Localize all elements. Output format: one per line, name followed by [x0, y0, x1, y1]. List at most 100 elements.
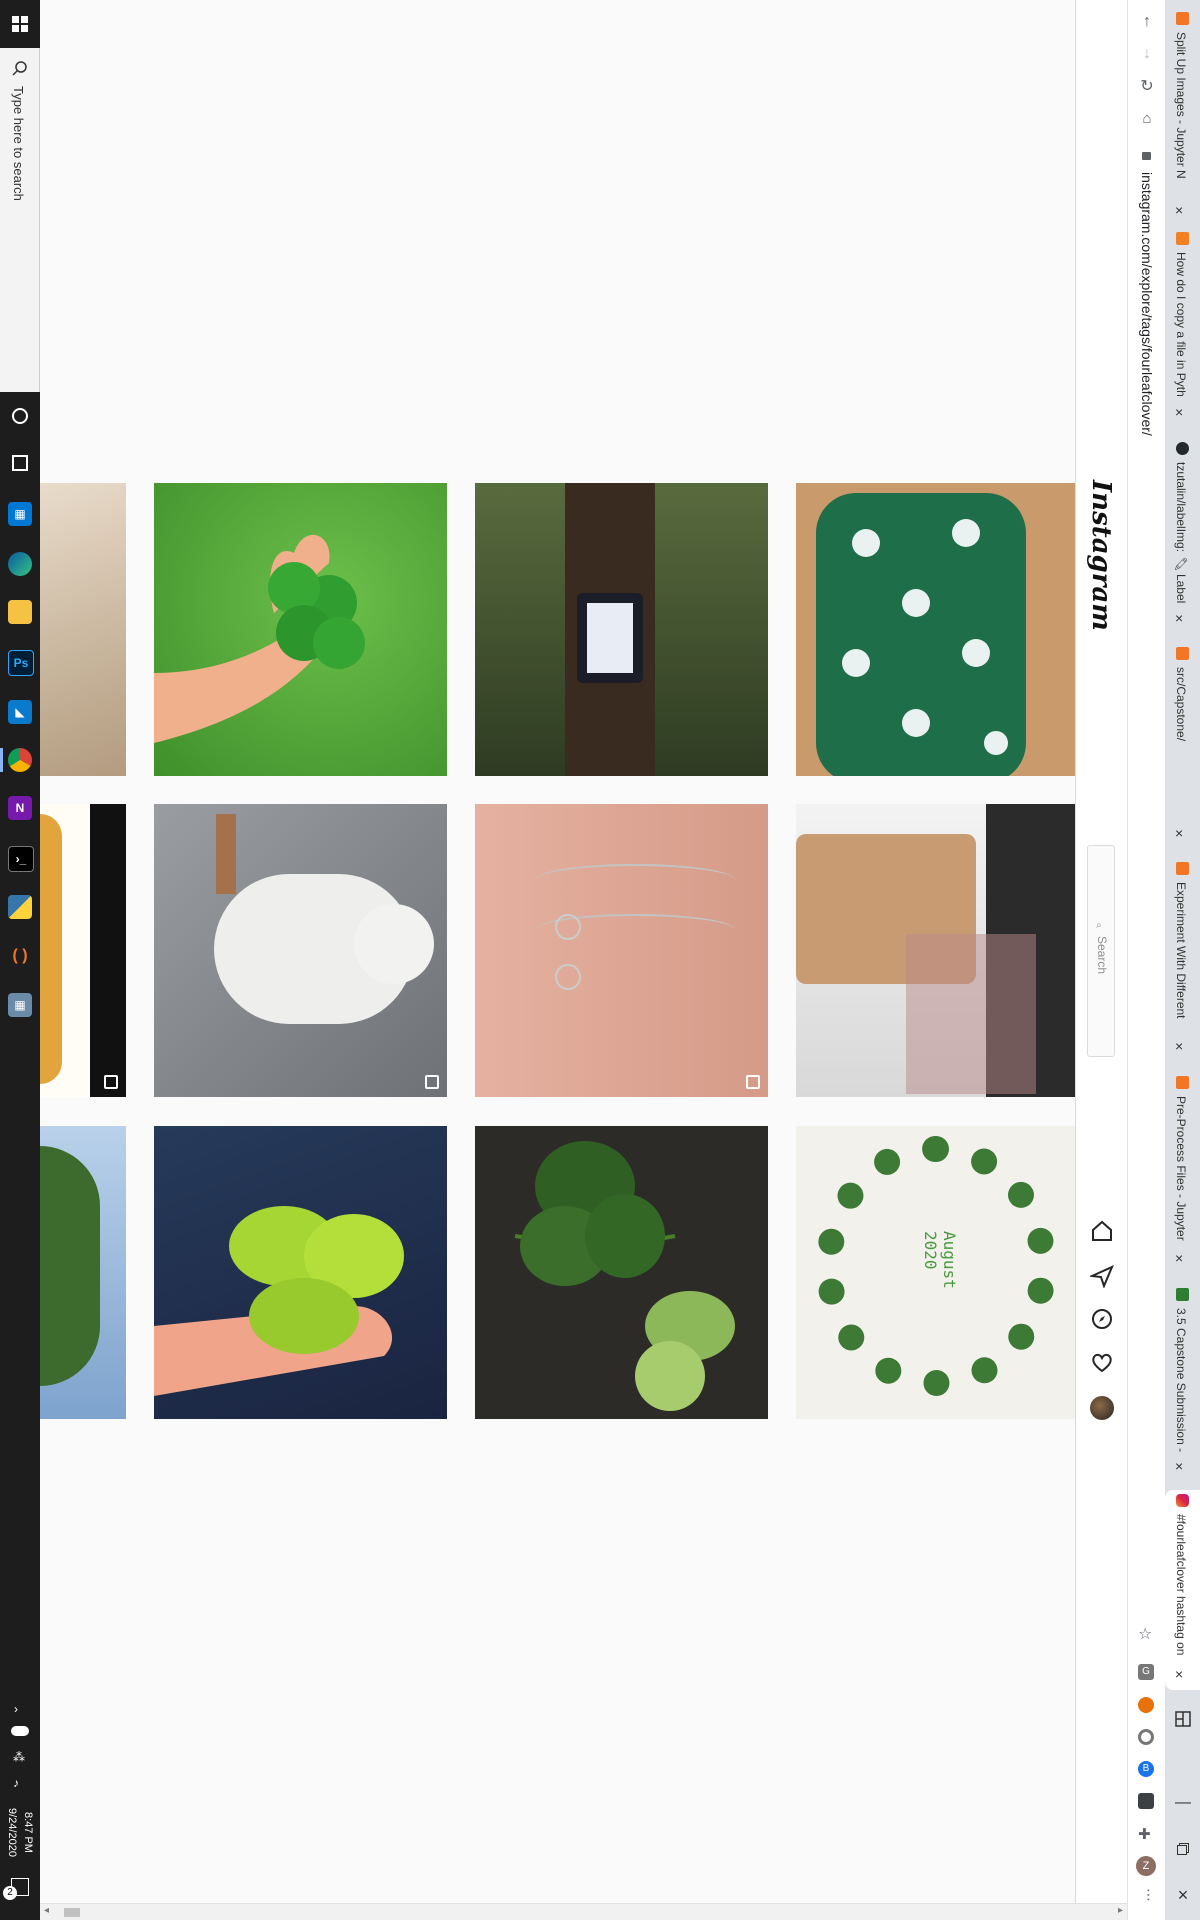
post-tile[interactable] [40, 1126, 126, 1419]
post-tile[interactable] [154, 1126, 447, 1419]
address-bar-url[interactable]: instagram.com/explore/tags/fourleafclove… [1139, 172, 1155, 436]
tab-label: 3.5 Capstone Submission - [1174, 1308, 1188, 1453]
extension-icon-grammarly[interactable]: G [1138, 1664, 1154, 1680]
tab-active[interactable]: #fourleafclover hashtag on × [1165, 1490, 1200, 1690]
jupyter-favicon-icon [1176, 1076, 1189, 1089]
task-view-icon[interactable] [12, 455, 28, 471]
tab[interactable]: Pre-Process Files - Jupyter × [1165, 1072, 1200, 1272]
profile-avatar[interactable] [1090, 1396, 1114, 1420]
post-tile[interactable] [796, 804, 1075, 1097]
post-tile[interactable] [475, 1126, 768, 1419]
minimize-button[interactable]: — [1175, 1794, 1191, 1811]
volume-icon[interactable]: ♪ [13, 1776, 19, 1790]
instagram-search-box[interactable]: ⌕ Search [1087, 845, 1115, 1057]
extension-icon-blue[interactable]: B [1138, 1761, 1154, 1777]
scrollbar-thumb[interactable] [64, 1908, 80, 1917]
onenote-icon[interactable]: N [8, 796, 32, 820]
photoshop-icon[interactable]: Ps [8, 650, 34, 676]
tab-close-icon[interactable]: × [1175, 610, 1184, 626]
arrow-down-icon: ↓ [1143, 45, 1151, 62]
restore-button[interactable] [1170, 1836, 1196, 1862]
tab[interactable]: src/Capstone/ × [1165, 643, 1200, 843]
file-explorer-icon[interactable] [8, 600, 32, 624]
start-button[interactable] [6, 10, 34, 38]
explore-icon[interactable] [1090, 1307, 1114, 1331]
multiple-photos-icon [425, 1075, 439, 1089]
reload-icon: ↻ [1140, 78, 1154, 95]
calculator-icon[interactable]: ▦ [8, 993, 32, 1017]
python-icon[interactable] [8, 895, 32, 919]
onedrive-icon[interactable] [11, 1726, 29, 1736]
tab[interactable]: Experiment With Different × [1165, 858, 1200, 1058]
vscode-icon[interactable]: ◣ [8, 700, 32, 724]
post-tile[interactable] [40, 483, 126, 776]
post-tile[interactable]: August 2020 [796, 1126, 1075, 1419]
terminal-icon[interactable]: ›_ [8, 846, 34, 872]
windows-icon [12, 16, 28, 32]
tab[interactable]: tzutalin/labelImg: 🖍 Label × [1165, 438, 1200, 628]
bookmark-star-icon[interactable]: ☆ [1138, 1626, 1153, 1643]
tab-close-icon[interactable]: × [1175, 1250, 1184, 1266]
tab[interactable]: Split Up Images - Jupyter N × [1165, 8, 1200, 218]
instagram-search-placeholder: Search [1095, 936, 1109, 975]
tab-label: tzutalin/labelImg: 🖍 Label [1174, 462, 1188, 604]
clock-time[interactable]: 8:47 PM [22, 1812, 34, 1853]
arrow-up-icon: ↑ [1143, 13, 1151, 30]
reload-button[interactable]: ↻ [1135, 74, 1159, 98]
instagram-explore-page: August 2020 [40, 0, 1075, 1920]
instagram-header: Instagram ⌕ Search [1075, 0, 1127, 1920]
cortana-icon[interactable] [12, 408, 28, 424]
search-icon [12, 61, 27, 76]
tab[interactable]: 3.5 Capstone Submission - × [1165, 1284, 1200, 1480]
notification-count-badge: 2 [3, 1886, 17, 1900]
taskbar-search-box[interactable]: Type here to search [0, 48, 40, 392]
extension-icon-circle[interactable] [1138, 1729, 1154, 1745]
forward-button[interactable]: ↓ [1135, 42, 1159, 66]
store-icon[interactable]: ▦ [8, 502, 32, 526]
edge-icon[interactable] [8, 552, 32, 576]
tab-close-icon[interactable]: × [1175, 1458, 1184, 1474]
post-caption-text: August 2020 [921, 1231, 959, 1289]
tab-close-icon[interactable]: × [1175, 1038, 1184, 1054]
tab-label: Experiment With Different [1174, 882, 1188, 1019]
tab-close-icon[interactable]: × [1175, 202, 1184, 218]
clock-date[interactable]: 9/24/2020 [6, 1808, 18, 1857]
restore-icon [1177, 1843, 1189, 1855]
capstone-favicon-icon [1176, 1288, 1189, 1301]
tab[interactable]: How do I copy a file in Pyth × [1165, 228, 1200, 420]
scroll-right-arrow-icon[interactable]: ▸ [1117, 1905, 1123, 1916]
horizontal-scrollbar[interactable]: ◂ ▸ [40, 1903, 1127, 1920]
activity-icon[interactable] [1090, 1350, 1114, 1374]
instagram-favicon-icon [1176, 1494, 1189, 1507]
tab-close-icon[interactable]: × [1175, 1666, 1184, 1682]
browser-toolbar: ↑ ↓ ↻ ⌂ instagram.com/explore/tags/fourl… [1127, 0, 1165, 1920]
direct-icon[interactable] [1090, 1264, 1114, 1288]
extension-icon-dark[interactable] [1138, 1793, 1154, 1809]
extension-icon-orange[interactable] [1138, 1697, 1154, 1713]
jupyter-icon[interactable]: ( ) [12, 947, 28, 964]
post-tile[interactable] [796, 483, 1075, 776]
tab-close-icon[interactable]: × [1175, 825, 1184, 841]
home-button[interactable]: ⌂ [1135, 106, 1159, 130]
post-tile[interactable] [475, 483, 768, 776]
post-tile[interactable] [154, 804, 447, 1097]
post-tile[interactable] [475, 804, 768, 1097]
show-hidden-icons-chevron[interactable]: › [14, 1702, 18, 1716]
tab-close-icon[interactable]: × [1175, 404, 1184, 420]
instagram-logo[interactable]: Instagram [1086, 480, 1116, 631]
search-icon: ⌕ [1096, 920, 1102, 931]
extensions-puzzle-icon[interactable]: ✚ [1138, 1826, 1151, 1843]
new-window-layout-button[interactable] [1170, 1706, 1196, 1732]
home-icon[interactable] [1090, 1219, 1114, 1243]
tab-label: Split Up Images - Jupyter N [1174, 32, 1188, 179]
close-window-button[interactable]: × [1177, 1884, 1189, 1905]
back-button[interactable]: ↑ [1135, 10, 1159, 34]
post-tile[interactable] [154, 483, 447, 776]
taskbar-search-placeholder: Type here to search [11, 86, 26, 201]
scroll-left-arrow-icon[interactable]: ◂ [44, 1905, 50, 1916]
profile-button[interactable]: Z [1136, 1856, 1156, 1876]
menu-kebab-icon[interactable]: ⋯ [1141, 1888, 1157, 1902]
chrome-icon[interactable] [0, 748, 32, 772]
network-icon[interactable]: ⁂ [13, 1750, 25, 1764]
post-tile[interactable] [40, 804, 126, 1097]
